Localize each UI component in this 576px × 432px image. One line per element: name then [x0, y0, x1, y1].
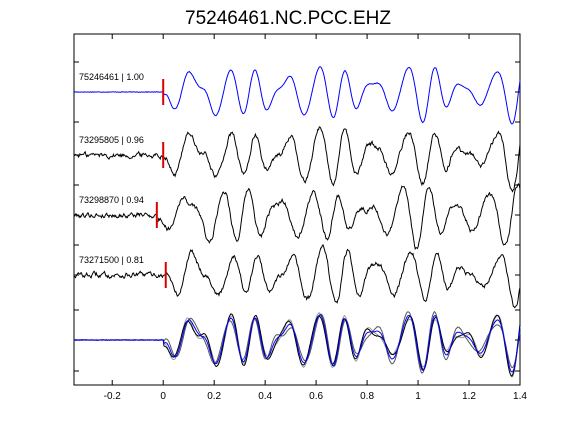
x-tick-label: 0.8	[360, 391, 374, 402]
waveform-line	[73, 66, 521, 125]
x-tick-label: 1	[415, 391, 421, 402]
waveform-line	[73, 126, 521, 193]
trace-3: 73298870 | 0.94	[73, 183, 521, 251]
waveform-line	[73, 243, 521, 309]
plot-frame	[73, 33, 521, 386]
waveform-line	[73, 183, 521, 251]
x-tick-label: 0.2	[207, 391, 221, 402]
chart-title: 75246461.NC.PCC.EHZ	[185, 8, 391, 29]
stack-line-1	[73, 314, 521, 373]
x-tick-label: -0.2	[104, 391, 122, 402]
stacked-overlay	[73, 310, 521, 378]
trace-1: 75246461 | 1.00	[73, 66, 521, 125]
trace-2: 73295805 | 0.96	[73, 126, 521, 193]
trace-label: 73295805 | 0.96	[79, 135, 144, 145]
y-axis-ticks	[74, 61, 520, 372]
x-tick-label: 1.4	[513, 391, 527, 402]
x-tick-label: 0.6	[309, 391, 323, 402]
x-tick-label: 0.4	[258, 391, 272, 402]
trace-label: 73271500 | 0.81	[79, 255, 144, 265]
trace-label: 75246461 | 1.00	[79, 72, 144, 82]
x-tick-label: 1.2	[462, 391, 476, 402]
x-axis: -0.2 0 0.2 0.4 0.6 0.8 1 1.2 1.4	[104, 34, 527, 402]
x-tick-label: 0	[160, 391, 166, 402]
trace-label: 73298870 | 0.94	[79, 195, 144, 205]
trace-4: 73271500 | 0.81	[73, 243, 521, 309]
trace-group: 75246461 | 1.00 73295805 | 0.96 73298870 |…	[73, 66, 521, 309]
